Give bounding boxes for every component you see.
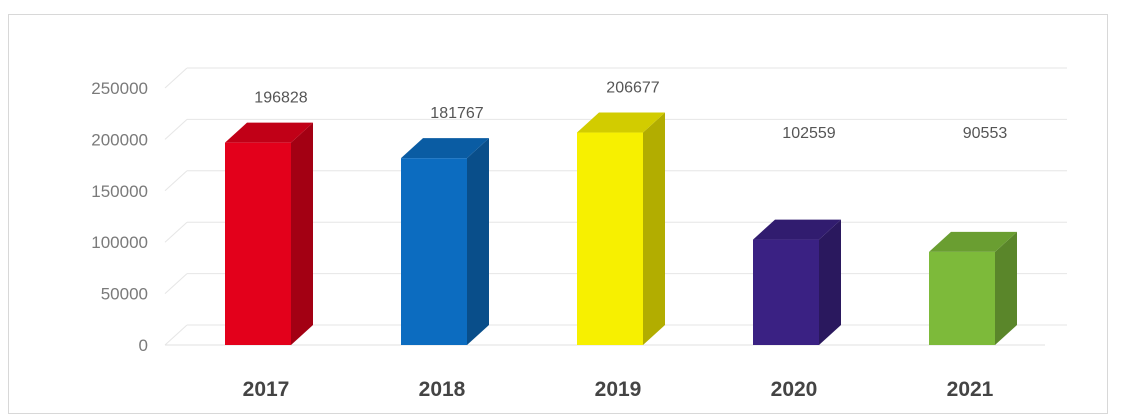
bar-side-2017 bbox=[291, 122, 313, 345]
bar-top-2018 bbox=[401, 138, 489, 159]
data-label: 181767 bbox=[430, 105, 483, 122]
data-label: 102559 bbox=[782, 125, 835, 142]
bar-side-2021 bbox=[995, 231, 1017, 345]
bar-top-2020 bbox=[753, 219, 841, 240]
bar-2021 bbox=[929, 251, 995, 345]
gridline-depth-0 bbox=[164, 324, 188, 346]
y-tick-label: 150000 bbox=[91, 182, 148, 201]
bar-side-2019 bbox=[643, 112, 665, 345]
data-label: 206677 bbox=[606, 80, 659, 97]
y-tick-label: 50000 bbox=[101, 285, 148, 304]
x-tick-label: 2020 bbox=[771, 378, 818, 401]
bar-2018 bbox=[401, 158, 467, 345]
gridline-depth-1 bbox=[164, 273, 188, 294]
chart-area bbox=[8, 14, 1108, 414]
y-tick-label: 100000 bbox=[91, 233, 148, 252]
x-tick-label: 2021 bbox=[947, 378, 994, 401]
bar-top-2021 bbox=[929, 231, 1017, 252]
bar-top-2017 bbox=[225, 122, 313, 143]
data-label: 90553 bbox=[963, 125, 1008, 142]
gridline-depth-2 bbox=[164, 221, 188, 243]
bar-2019 bbox=[577, 132, 643, 345]
x-tick-label: 2019 bbox=[595, 378, 642, 401]
x-tick-label: 2017 bbox=[243, 378, 290, 401]
gridline-depth-4 bbox=[164, 119, 188, 140]
bar-2017 bbox=[225, 142, 291, 345]
bar-side-2018 bbox=[467, 138, 489, 345]
bar-2020 bbox=[753, 239, 819, 345]
y-tick-label: 250000 bbox=[91, 79, 148, 98]
gridline-depth-3 bbox=[164, 170, 188, 192]
bar-side-2020 bbox=[819, 219, 841, 345]
gridline-depth-5 bbox=[164, 67, 188, 89]
x-tick-label: 2018 bbox=[419, 378, 466, 401]
bar-top-2019 bbox=[577, 112, 665, 133]
y-tick-label: 200000 bbox=[91, 130, 148, 149]
data-label: 196828 bbox=[254, 90, 307, 107]
y-tick-label: 0 bbox=[139, 336, 148, 355]
